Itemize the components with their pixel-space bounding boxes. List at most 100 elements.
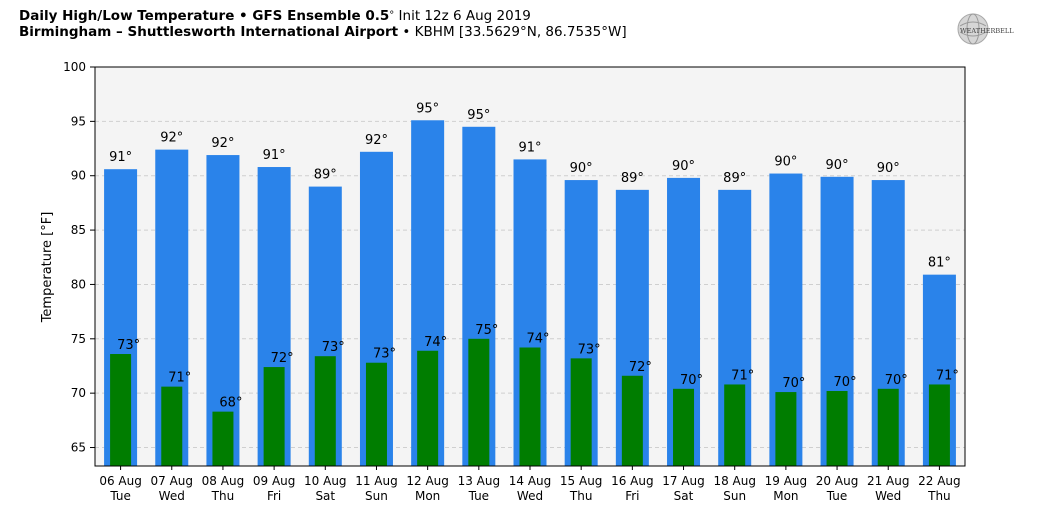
chart-header: Daily High/Low Temperature • GFS Ensembl… bbox=[19, 8, 919, 40]
high-temp-label: 90° bbox=[672, 159, 695, 174]
x-tick-date: 16 Aug bbox=[611, 474, 654, 488]
x-tick-date: 22 Aug bbox=[918, 474, 961, 488]
x-tick-date: 18 Aug bbox=[713, 474, 756, 488]
high-temp-label: 90° bbox=[774, 155, 797, 170]
high-temp-label: 90° bbox=[877, 161, 900, 176]
y-tick-label: 65 bbox=[71, 441, 86, 455]
high-temp-label: 89° bbox=[723, 171, 746, 186]
x-tick-date: 20 Aug bbox=[816, 474, 859, 488]
x-tick-weekday: Wed bbox=[517, 489, 543, 503]
low-temp-label: 71° bbox=[168, 371, 191, 386]
low-temp-bar bbox=[621, 375, 643, 466]
low-temp-bar bbox=[314, 356, 336, 466]
y-tick-label: 85 bbox=[71, 223, 86, 237]
x-tick-weekday: Tue bbox=[826, 489, 848, 503]
title-init: Init 12z 6 Aug 2019 bbox=[394, 8, 531, 24]
low-temp-bar bbox=[519, 347, 541, 466]
high-temp-label: 90° bbox=[826, 158, 849, 173]
high-temp-label: 81° bbox=[928, 256, 951, 271]
high-temp-label: 90° bbox=[570, 161, 593, 176]
x-tick-date: 14 Aug bbox=[509, 474, 552, 488]
high-temp-label: 92° bbox=[211, 136, 234, 151]
y-tick-label: 80 bbox=[71, 277, 86, 291]
y-tick-label: 90 bbox=[71, 169, 86, 183]
title-degree: ° bbox=[389, 10, 395, 21]
low-temp-bar bbox=[570, 358, 592, 466]
x-tick-date: 15 Aug bbox=[560, 474, 603, 488]
x-tick-weekday: Sun bbox=[723, 489, 746, 503]
low-temp-label: 70° bbox=[782, 376, 805, 391]
weatherbell-globe-logo-icon: WEATHERBELL bbox=[957, 13, 1014, 45]
x-tick-date: 17 Aug bbox=[662, 474, 705, 488]
low-temp-label: 70° bbox=[834, 375, 857, 390]
low-temp-bar bbox=[775, 392, 797, 466]
low-temp-bar bbox=[161, 386, 183, 466]
x-tick-weekday: Wed bbox=[159, 489, 185, 503]
y-axis-title: Temperature [°F] bbox=[40, 212, 55, 324]
low-temp-label: 73° bbox=[322, 340, 345, 355]
low-temp-label: 73° bbox=[578, 342, 601, 357]
low-temp-bar bbox=[212, 411, 234, 466]
x-tick-weekday: Fri bbox=[625, 489, 639, 503]
x-tick-date: 06 Aug bbox=[99, 474, 142, 488]
bars bbox=[104, 120, 956, 467]
low-temp-bar bbox=[468, 338, 490, 466]
low-temp-bar bbox=[110, 354, 132, 466]
low-temp-label: 72° bbox=[271, 351, 294, 366]
chart-title: Daily High/Low Temperature • GFS Ensembl… bbox=[19, 8, 919, 24]
x-tick-weekday: Tue bbox=[109, 489, 131, 503]
x-tick-weekday: Fri bbox=[267, 489, 281, 503]
high-temp-label: 91° bbox=[263, 148, 286, 163]
high-temp-label: 89° bbox=[314, 168, 337, 183]
data-labels: 91° 73° 92° 71° 92° 68° 91° 72° 89° 73° 92° 73° 95° 7… bbox=[109, 101, 959, 410]
high-temp-label: 95° bbox=[467, 108, 490, 123]
low-temp-label: 73° bbox=[117, 338, 140, 353]
x-tick-date: 09 Aug bbox=[253, 474, 296, 488]
high-temp-label: 95° bbox=[416, 101, 439, 116]
logo-text: WEATHERBELL bbox=[960, 27, 1014, 35]
low-temp-label: 73° bbox=[373, 347, 396, 362]
x-tick-weekday: Sat bbox=[674, 489, 694, 503]
low-temp-bar bbox=[417, 350, 439, 466]
x-tick-weekday: Sat bbox=[315, 489, 335, 503]
x-tick-weekday: Thu bbox=[927, 489, 951, 503]
y-axis: 65 70 75 80 85 90 95 100 bbox=[63, 60, 95, 455]
low-temp-label: 70° bbox=[885, 373, 908, 388]
low-temp-label: 68° bbox=[219, 396, 242, 411]
low-temp-bar bbox=[365, 362, 387, 466]
high-temp-label: 91° bbox=[109, 150, 132, 165]
low-temp-bar bbox=[877, 388, 899, 466]
low-temp-bar bbox=[673, 388, 695, 466]
x-tick-weekday: Thu bbox=[211, 489, 235, 503]
low-temp-label: 72° bbox=[629, 360, 652, 375]
weatherbell-logo: WEATHERBELL bbox=[956, 12, 1018, 46]
high-temp-label: 92° bbox=[365, 133, 388, 148]
x-tick-date: 11 Aug bbox=[355, 474, 398, 488]
subtitle-location: • KBHM [33.5629°N, 86.7535°W] bbox=[398, 24, 627, 40]
x-tick-date: 21 Aug bbox=[867, 474, 910, 488]
x-tick-weekday: Tue bbox=[468, 489, 490, 503]
low-temp-label: 74° bbox=[424, 335, 447, 350]
x-tick-weekday: Mon bbox=[415, 489, 440, 503]
low-temp-label: 70° bbox=[680, 373, 703, 388]
x-tick-date: 07 Aug bbox=[151, 474, 194, 488]
x-tick-weekday: Wed bbox=[875, 489, 901, 503]
x-tick-weekday: Mon bbox=[773, 489, 798, 503]
y-tick-label: 100 bbox=[63, 60, 86, 74]
low-temp-bar bbox=[724, 384, 746, 466]
title-bold: Daily High/Low Temperature • GFS Ensembl… bbox=[19, 8, 390, 24]
y-tick-label: 70 bbox=[71, 386, 86, 400]
x-tick-weekday: Thu bbox=[569, 489, 593, 503]
x-tick-date: 08 Aug bbox=[202, 474, 245, 488]
subtitle-bold: Birmingham – Shuttlesworth International… bbox=[19, 24, 399, 40]
low-temp-label: 71° bbox=[731, 368, 754, 383]
high-temp-label: 91° bbox=[518, 140, 541, 155]
low-temp-bar bbox=[826, 390, 848, 466]
low-temp-bar bbox=[263, 367, 285, 466]
x-tick-date: 13 Aug bbox=[458, 474, 501, 488]
chart-subtitle: Birmingham – Shuttlesworth International… bbox=[19, 24, 919, 40]
x-tick-date: 19 Aug bbox=[765, 474, 808, 488]
x-tick-weekday: Sun bbox=[365, 489, 388, 503]
